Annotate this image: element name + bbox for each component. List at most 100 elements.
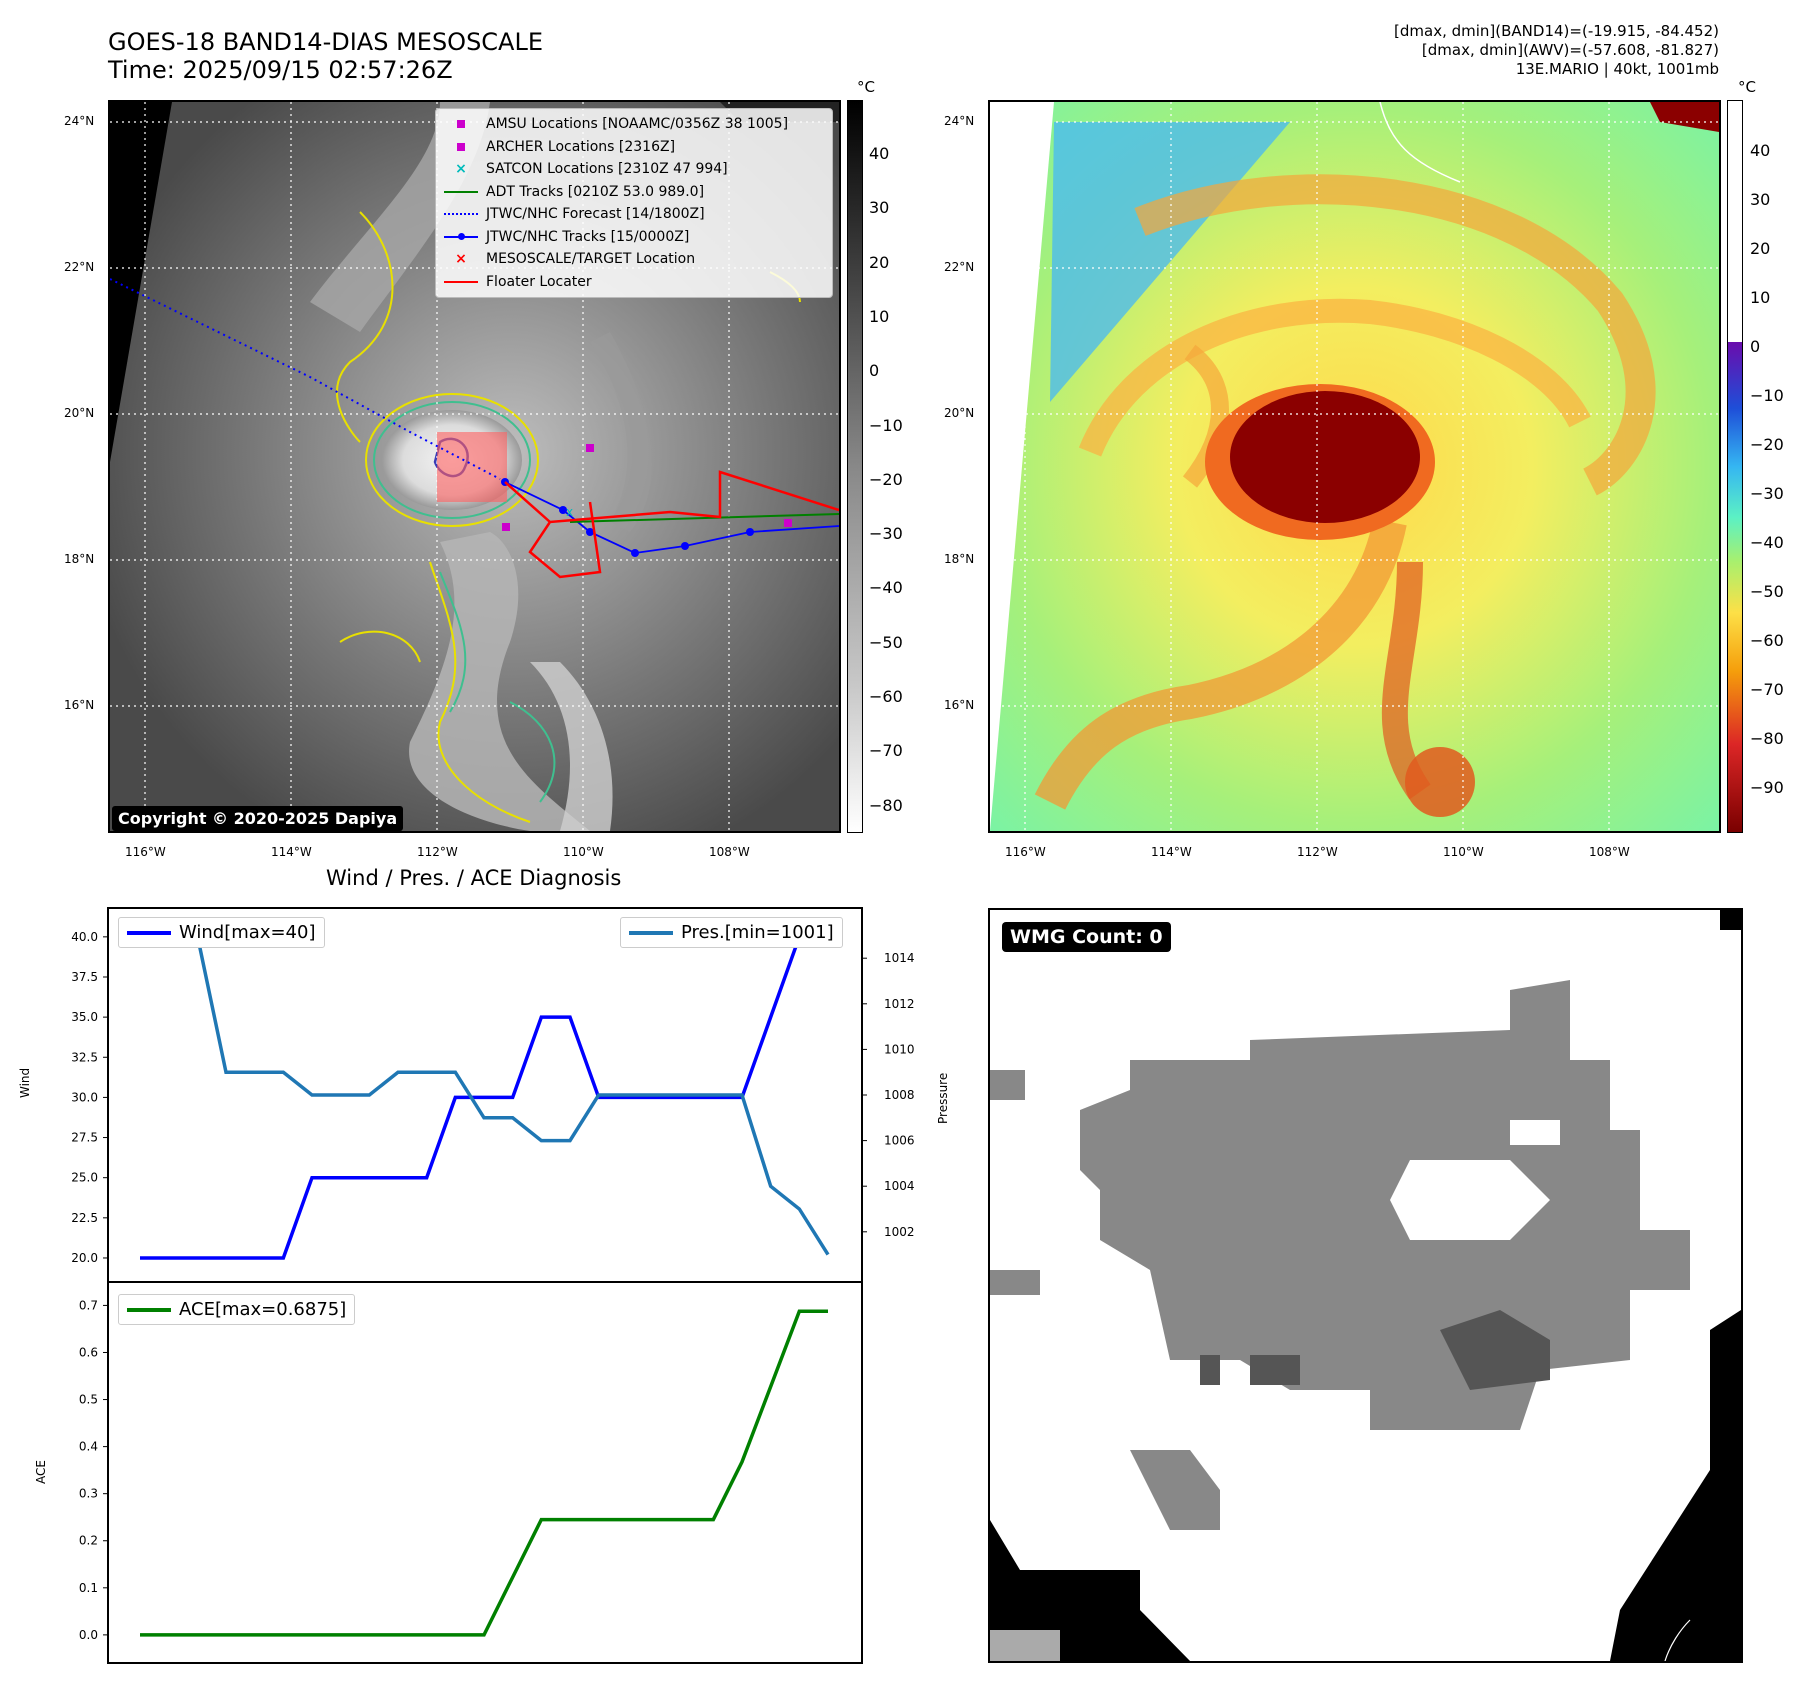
wmg-panel: WMG Count: 0 [988,908,1743,1663]
ir-colorbar-tick: 10 [869,306,890,326]
line-marker-icon [444,182,478,202]
awv-lat-label: 24°N [944,114,975,128]
ir-lon-label: 110°W [563,845,604,859]
legend-jtwc: JTWC/NHC Tracks [15/0000Z] [444,226,824,249]
wind-series-line [140,935,828,1260]
ir-colorbar-tick: −40 [869,578,903,598]
awv-lat-label: 22°N [944,260,975,274]
wind-tick-label: 25.0 [71,1171,98,1185]
awv-lat-label: 18°N [944,552,975,566]
legend-satcon: × SATCON Locations [2310Z 47 994] [444,158,824,181]
awv-lon-label: 108°W [1589,845,1630,859]
figure-title: GOES-18 BAND14-DIAS MESOSCALE Time: 2025… [108,28,543,84]
legend-label: AMSU Locations [NOAAMC/0356Z 38 1005] [486,116,789,132]
awv-map-image [990,102,1719,831]
wind-legend-label: Wind[max=40] [179,922,316,943]
awv-colorbar-tick: 20 [1750,239,1771,258]
ir-colorbar-tick: 20 [869,252,890,272]
ir-lat-label: 22°N [64,260,95,274]
ace-tick-label: 0.5 [79,1393,98,1407]
pressure-tick-label: 1012 [884,997,915,1011]
awv-lon-label: 114°W [1151,845,1192,859]
storm-info: 13E.MARIO | 40kt, 1001mb [1515,60,1719,78]
awv-lat-label: 16°N [944,698,975,712]
pressure-tick-label: 1006 [884,1134,915,1148]
ir-colorbar [847,100,863,833]
x-marker-icon: × [455,161,467,178]
ir-lon-label: 114°W [271,845,312,859]
title-line-1: GOES-18 BAND14-DIAS MESOSCALE [108,28,544,56]
legend-label: JTWC/NHC Forecast [14/1800Z] [486,206,705,222]
x-marker-icon: × [455,251,467,268]
ir-colorbar-tick: −20 [869,469,903,489]
ace-legend: ACE[max=0.6875] [118,1294,356,1325]
ace-tick-label: 0.3 [79,1487,98,1501]
line-dot-icon [444,227,478,247]
awv-map-panel [988,100,1721,833]
wmg-count-badge: WMG Count: 0 [1002,922,1171,952]
wind-pressure-axes-frame [107,907,863,1283]
awv-colorbar-tick: −50 [1750,582,1784,601]
awv-colorbar-tick: −80 [1750,729,1784,748]
awv-colorbar-tick: −10 [1750,386,1784,405]
awv-colorbar-tick: 10 [1750,288,1771,307]
ace-swatch [127,1307,171,1312]
legend-label: SATCON Locations [2310Z 47 994] [486,161,728,177]
ir-lon-label: 116°W [125,845,166,859]
title-line-2: Time: 2025/09/15 02:57:26Z [108,56,453,84]
pressure-legend-label: Pres.[min=1001] [681,922,834,943]
wind-tick-label: 37.5 [71,970,98,984]
pressure-series-line [140,933,830,1256]
stats-band14: [dmax, dmin](BAND14)=(-19.915, -84.452) [1394,22,1719,40]
awv-colorbar-tick: 30 [1750,190,1771,209]
wind-swatch [127,930,171,935]
pressure-legend: Pres.[min=1001] [620,917,843,948]
figure-stats: [dmax, dmin](BAND14)=(-19.915, -84.452) … [1394,22,1719,79]
svg-text:x: x [566,505,573,519]
ace-tick-label: 0.0 [79,1628,98,1642]
ace-tick-label: 0.6 [79,1345,98,1359]
awv-colorbar-tick: −90 [1750,778,1784,797]
pressure-axis-label: Pressure [936,1072,950,1124]
ir-colorbar-tick: −50 [869,632,903,652]
ir-colorbar-tick: −70 [869,741,903,761]
ir-colorbar-tick: −80 [869,795,903,815]
awv-colorbar [1727,100,1743,833]
ace-tick-label: 0.2 [79,1534,98,1548]
legend-target: × MESOSCALE/TARGET Location [444,248,824,271]
square-marker-icon [444,114,478,134]
ace-legend-label: ACE[max=0.6875] [179,1299,347,1320]
ir-colorbar-tick: 40 [869,144,890,163]
awv-colorbar-tick: −20 [1750,435,1784,454]
wind-legend: Wind[max=40] [118,917,325,948]
awv-lat-label: 20°N [944,406,975,420]
pressure-tick-label: 1002 [884,1225,915,1239]
ir-colorbar-tick: −60 [869,687,903,706]
legend-label: JTWC/NHC Tracks [15/0000Z] [486,228,690,245]
dotted-line-icon [444,204,478,224]
ir-lon-label: 112°W [417,845,458,859]
wind-tick-label: 20.0 [71,1251,98,1265]
pressure-tick-label: 1008 [884,1088,915,1102]
ir-legend: AMSU Locations [NOAAMC/0356Z 38 1005] AR… [435,108,833,298]
timeseries-title: Wind / Pres. / ACE Diagnosis [326,866,622,890]
ir-colorbar-tick: 30 [869,198,890,218]
legend-label: Floater Locater [486,273,592,290]
wind-tick-label: 40.0 [71,930,98,944]
awv-colorbar-tick: −40 [1750,533,1784,552]
awv-colorbar-tick: −30 [1750,484,1784,503]
ace-axis-label: ACE [34,1460,48,1484]
ace-tick-label: 0.4 [79,1440,98,1454]
ir-colorbar-tick: −30 [869,524,903,544]
awv-colorbar-tick: −70 [1750,680,1784,699]
legend-label: ADT Tracks [0210Z 53.0 989.0] [486,183,705,200]
awv-colorbar-tick: −60 [1750,631,1784,650]
line-marker-icon [444,272,478,292]
ir-lat-label: 20°N [64,406,95,420]
legend-label: ARCHER Locations [2316Z] [486,138,676,155]
legend-label: MESOSCALE/TARGET Location [486,251,696,267]
legend-archer: ARCHER Locations [2316Z] [444,136,824,159]
ir-lat-label: 24°N [64,114,95,128]
legend-adt: ADT Tracks [0210Z 53.0 989.0] [444,181,824,204]
